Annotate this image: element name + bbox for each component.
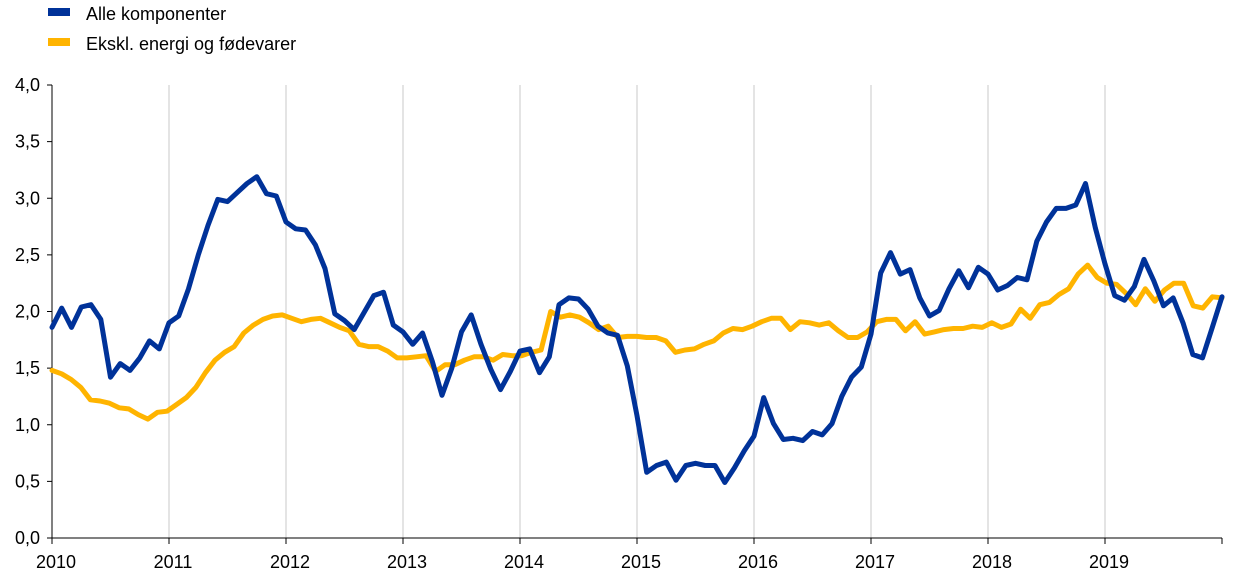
legend-item-1: Ekskl. energi og fødevarer [48,34,296,54]
legend-swatch [48,8,70,16]
y-tick-label: 1,0 [15,415,40,435]
legend: Alle komponenter Ekskl. energi og fødeva… [48,4,296,54]
series-line-alle-komponenter [49,174,1225,485]
grid-lines [168,85,1106,538]
x-tick-label: 2018 [972,552,1012,572]
legend-item-0: Alle komponenter [48,4,226,24]
x-tick-label: 2019 [1089,552,1129,572]
legend-label: Alle komponenter [86,4,226,24]
legend-swatch [48,38,70,46]
legend-label: Ekskl. energi og fødevarer [86,34,296,54]
y-tick-label: 0,0 [15,528,40,548]
x-tick-label: 2014 [504,552,544,572]
x-tick-label: 2016 [738,552,778,572]
y-tick-label: 3,0 [15,188,40,208]
x-tick-label: 2010 [36,552,76,572]
x-tick-label: 2015 [621,552,661,572]
y-tick-label: 3,5 [15,132,40,152]
series-line-ekskl-energi [49,262,1225,422]
x-tick-label: 2017 [855,552,895,572]
y-tick-label: 4,0 [15,75,40,95]
series-lines [49,174,1225,485]
x-tick-label: 2011 [154,552,193,572]
y-tick-label: 1,5 [15,358,40,378]
y-tick-label: 2,5 [15,245,40,265]
axes: 0,0 0,5 1,0 1,5 2,0 2,5 3,0 3,5 4,0 2010 2011 2012 2… [15,75,1223,572]
x-tick-label: 2012 [270,552,310,572]
x-tick-label: 2013 [387,552,427,572]
y-tick-label: 2,0 [15,302,40,322]
y-tick-label: 0,5 [15,471,40,491]
